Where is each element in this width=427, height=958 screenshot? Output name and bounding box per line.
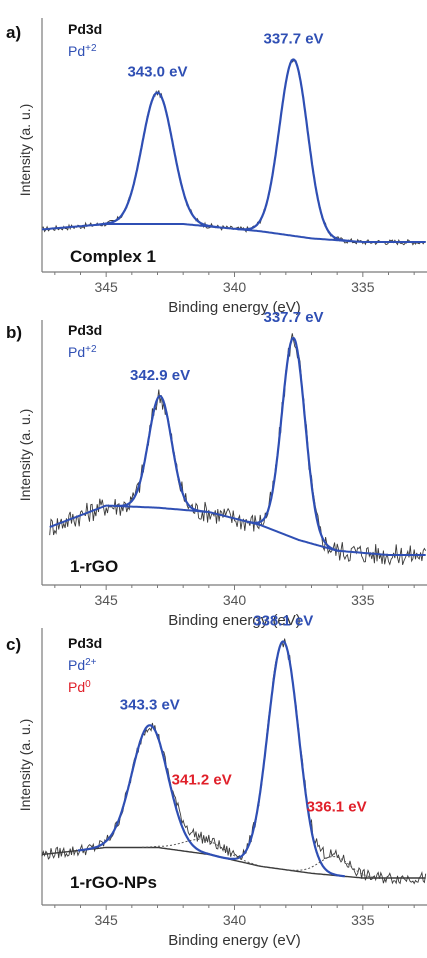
- sample-label: 1-rGO: [70, 557, 118, 576]
- legend-entry: Pd+2: [68, 344, 97, 361]
- x-tick-label: 340: [223, 592, 247, 608]
- y-axis-label: Intensity (a. u.): [17, 104, 33, 197]
- panel-2: 345 340 335 Binding energy (eV) Intensity (a…: [6, 309, 427, 629]
- peak-label: 337.7 eV: [264, 309, 324, 326]
- legend-text: Pd3d: [68, 635, 102, 651]
- fit-peak: [221, 640, 346, 878]
- x-tick-label: 335: [351, 279, 375, 295]
- peak-label: 338.1 eV: [253, 612, 313, 629]
- fit-peak: [236, 58, 351, 243]
- fit-minor-peak: [142, 838, 265, 868]
- x-tick-label: 345: [94, 592, 118, 608]
- panel-1: 345 340 335 Binding energy (eV) Intensity (a…: [6, 18, 427, 316]
- sample-label: Complex 1: [70, 247, 156, 266]
- x-tick-label: 335: [351, 912, 375, 928]
- panel-letter: b): [6, 323, 22, 342]
- fit-peak: [246, 336, 341, 552]
- minor-peak-label: 336.1 eV: [307, 799, 367, 816]
- legend-superscript: +2: [85, 344, 97, 355]
- minor-peak-label: 341.2 eV: [172, 772, 232, 789]
- background-line: [41, 846, 426, 879]
- peak-label: 343.3 eV: [120, 696, 180, 713]
- peak-label: 343.0 eV: [127, 64, 187, 81]
- fit-peak: [77, 724, 223, 859]
- fit-peak: [113, 395, 207, 513]
- legend-entry: Pd+2: [68, 43, 97, 60]
- panel-letter: a): [6, 23, 21, 42]
- raw-spectrum: [49, 333, 427, 566]
- legend-superscript: 0: [85, 679, 91, 690]
- x-axis-label: Binding energy (eV): [168, 932, 301, 949]
- panel-3: 345 340 335 Binding energy (eV) Intensity (a…: [6, 612, 427, 949]
- x-tick-label: 335: [351, 592, 375, 608]
- peak-label: 342.9 eV: [130, 367, 190, 384]
- y-axis-label: Intensity (a. u.): [17, 719, 33, 812]
- legend-text: Pd: [68, 657, 85, 673]
- legend-text: Pd3d: [68, 322, 102, 338]
- legend-entry: Pd3d: [68, 635, 102, 651]
- legend-entry: Pd2+: [68, 657, 97, 674]
- background-line: [49, 504, 426, 556]
- legend-text: Pd: [68, 43, 85, 59]
- legend-superscript: 2+: [85, 657, 97, 668]
- fit-minor-peak: [288, 856, 380, 879]
- legend-entry: Pd3d: [68, 21, 102, 37]
- legend-text: Pd3d: [68, 21, 102, 37]
- sample-label: 1-rGO-NPs: [70, 873, 157, 892]
- x-tick-label: 340: [223, 912, 247, 928]
- x-tick-label: 340: [223, 279, 247, 295]
- fit-peak: [95, 91, 220, 229]
- legend-entry: Pd3d: [68, 322, 102, 338]
- legend-superscript: +2: [85, 43, 97, 54]
- panel-letter: c): [6, 635, 21, 654]
- legend-entry: Pd0: [68, 679, 91, 696]
- raw-spectrum: [41, 59, 426, 246]
- legend-text: Pd: [68, 344, 85, 360]
- peak-label: 337.7 eV: [264, 30, 324, 47]
- x-tick-label: 345: [94, 279, 118, 295]
- x-tick-label: 345: [94, 912, 118, 928]
- legend-text: Pd: [68, 679, 85, 695]
- y-axis-label: Intensity (a. u.): [17, 409, 33, 502]
- x-axis-label: Binding energy (eV): [168, 612, 301, 629]
- x-axis-label: Binding energy (eV): [168, 299, 301, 316]
